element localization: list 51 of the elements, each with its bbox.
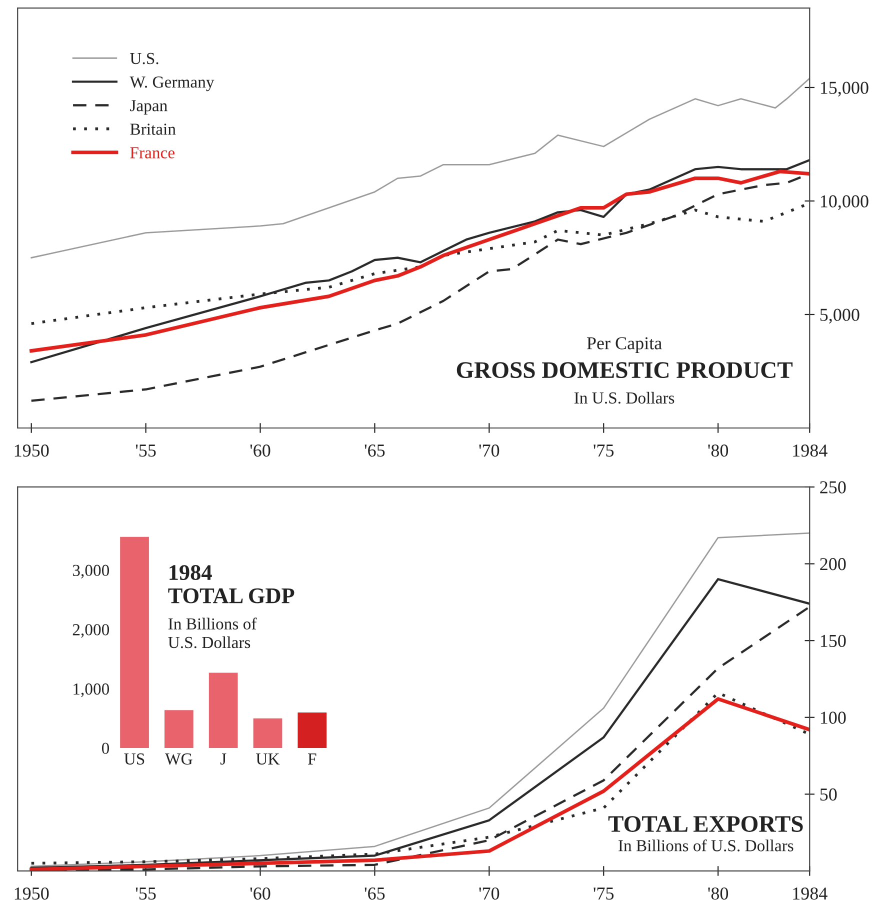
x-tick-label: '55 (136, 888, 156, 900)
x-tick-label: '60 (250, 887, 270, 900)
y-tick-label: 200 (820, 558, 846, 570)
bar (298, 712, 327, 748)
y-tick-label: 5,000 (820, 308, 860, 324)
line-series (30, 78, 810, 258)
x-tick-label: 1984 (793, 444, 828, 457)
legend-label: U.S. (130, 52, 158, 64)
x-tick-label: 1950 (14, 887, 49, 900)
x-tick-label: 1950 (14, 444, 49, 457)
legend-label: Britain (130, 124, 176, 135)
y-tick-label: 150 (820, 634, 846, 648)
legend-label: W. Germany (130, 76, 214, 92)
x-tick-label: 1984 (793, 887, 828, 900)
annotation: In Billions of U.S. Dollars (168, 618, 257, 648)
text: TOTAL EXPORTS (608, 816, 803, 832)
x-tick-label: '55 (136, 444, 156, 457)
annotation: In Billions of U.S. Dollars (618, 839, 794, 852)
y-tick-label: 10,000 (820, 195, 868, 210)
bar (120, 536, 149, 748)
y-tick-label: 100 (820, 712, 846, 724)
x-tick-label: F (308, 754, 316, 764)
text: Per Capita (586, 337, 662, 354)
x-tick-label: J (220, 754, 226, 765)
y-tick-label: 2,000 (72, 624, 110, 638)
text: GROSS DOMESTIC PRODUCT (456, 362, 793, 378)
x-tick-label: '80 (708, 444, 728, 457)
x-tick-label: '70 (479, 444, 500, 457)
x-tick-label: '65 (364, 888, 385, 900)
x-tick-label: WG (165, 753, 192, 765)
text: 1984 TOTAL GDP (168, 565, 294, 604)
y-tick-label: 15,000 (820, 82, 868, 97)
x-tick-label: '75 (594, 888, 614, 900)
legend-label: Japan (130, 100, 168, 115)
y-tick-label: 1,000 (74, 683, 110, 698)
x-tick-label: '75 (594, 444, 614, 457)
x-tick-label: US (124, 753, 144, 765)
annotation: In U.S. Dollars (574, 392, 674, 404)
bar (164, 710, 194, 748)
x-tick-label: '65 (364, 444, 385, 457)
bar (253, 718, 282, 748)
y-tick-label: 50 (820, 788, 837, 801)
x-tick-label: '70 (479, 887, 500, 900)
bar (208, 672, 238, 748)
legend-label: France (130, 147, 174, 158)
y-tick-label: 0 (102, 742, 110, 754)
x-tick-label: '60 (250, 444, 270, 457)
y-tick-label: 3,000 (72, 564, 110, 578)
x-tick-label: UK (256, 754, 280, 765)
y-tick-label: 250 (820, 481, 846, 494)
x-tick-label: '80 (708, 887, 728, 900)
